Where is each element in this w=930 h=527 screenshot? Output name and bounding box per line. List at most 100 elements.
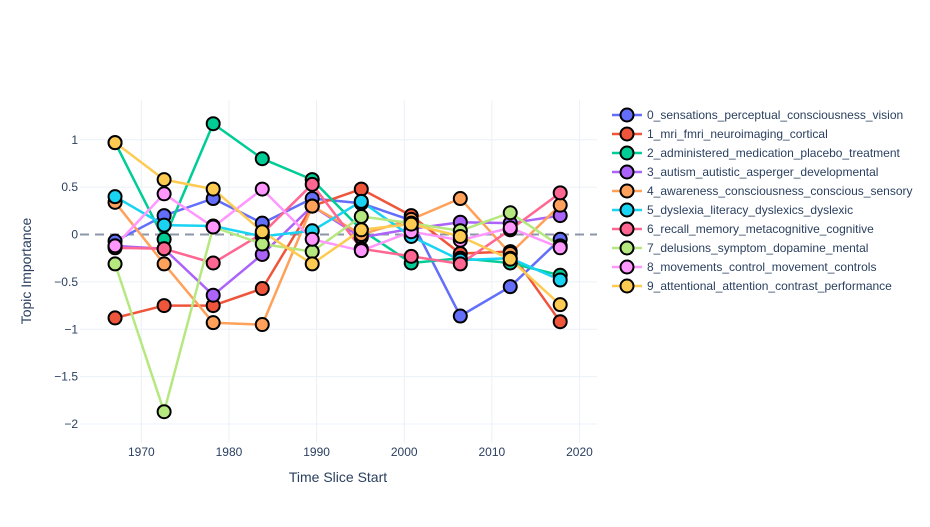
- legend-item[interactable]: 2_administered_medication_placebo_treatm…: [612, 145, 900, 161]
- data-point: [205, 181, 221, 197]
- legend-label: 3_autism_autistic_asperger_developmental: [647, 165, 878, 179]
- legend-item[interactable]: 8_movements_control_movement_controls: [612, 259, 876, 275]
- data-point: [107, 189, 123, 205]
- x-tick-label: 2010: [478, 445, 505, 459]
- data-point: [403, 248, 419, 264]
- y-tick-label: −0.5: [54, 275, 78, 289]
- data-point: [205, 315, 221, 331]
- data-point: [552, 297, 568, 313]
- series-line-1_mri_fmri_neuroimaging_cortical: [114, 187, 562, 323]
- data-point: [304, 198, 320, 214]
- legend-label: 1_mri_fmri_neuroimaging_cortical: [647, 127, 828, 141]
- data-point: [156, 298, 172, 314]
- y-tick-label: −1.5: [54, 370, 78, 384]
- data-point: [156, 186, 172, 202]
- data-point: [353, 193, 369, 209]
- legend-marker: [619, 221, 635, 237]
- series-line-7_delusions_symptom_dopamine_mental: [113, 211, 561, 413]
- legend-marker: [619, 145, 635, 161]
- legend-marker: [619, 278, 635, 294]
- legend-item[interactable]: 5_dyslexia_literacy_dyslexics_dyslexic: [612, 202, 853, 218]
- data-point: [156, 404, 172, 420]
- data-point: [254, 151, 270, 167]
- data-point: [304, 256, 320, 272]
- legend-marker: [619, 126, 635, 142]
- data-point: [156, 172, 172, 188]
- x-tick-label: 1970: [128, 445, 155, 459]
- data-point: [353, 209, 369, 225]
- legend-marker: [619, 107, 635, 123]
- data-point: [552, 272, 568, 288]
- data-point: [304, 244, 320, 260]
- legend-item[interactable]: 7_delusions_symptom_dopamine_mental: [612, 240, 868, 256]
- legend-marker: [619, 240, 635, 256]
- data-point: [502, 205, 518, 221]
- data-point: [254, 236, 270, 252]
- legend-label: 6_recall_memory_metacognitive_cognitive: [647, 222, 874, 236]
- y-tick-label: −1: [64, 322, 78, 336]
- data-point: [304, 231, 320, 247]
- legend-label: 7_delusions_symptom_dopamine_mental: [647, 241, 868, 255]
- legend-item[interactable]: 9_attentional_attention_contrast_perform…: [612, 278, 892, 294]
- y-tick-label: −2: [64, 417, 78, 431]
- data-point: [552, 185, 568, 201]
- legend-item[interactable]: 4_awareness_consciousness_conscious_sens…: [612, 183, 913, 199]
- grid-layer: [80, 100, 597, 443]
- data-point: [452, 308, 468, 324]
- data-point: [107, 135, 123, 151]
- legend-marker: [619, 202, 635, 218]
- data-point: [205, 116, 221, 132]
- x-tick-label: 1990: [303, 445, 330, 459]
- legend-item[interactable]: 1_mri_fmri_neuroimaging_cortical: [612, 126, 828, 142]
- data-point: [254, 317, 270, 333]
- legend-label: 5_dyslexia_literacy_dyslexics_dyslexic: [647, 203, 853, 217]
- data-point: [254, 181, 270, 197]
- legend-label: 4_awareness_consciousness_conscious_sens…: [647, 184, 913, 198]
- legend-label: 0_sensations_perceptual_consciousness_vi…: [647, 108, 903, 122]
- data-point: [552, 197, 568, 213]
- legend-label: 8_movements_control_movement_controls: [647, 260, 876, 274]
- series-line-9_attentional_attention_contrast_performance: [114, 141, 562, 306]
- data-point: [205, 219, 221, 235]
- data-point: [205, 287, 221, 303]
- data-point: [107, 256, 123, 272]
- x-tick-label: 1980: [216, 445, 243, 459]
- y-tick-label: 0: [71, 228, 78, 242]
- legend-marker: [619, 164, 635, 180]
- legend-item[interactable]: 3_autism_autistic_asperger_developmental: [612, 164, 878, 180]
- data-point: [452, 228, 468, 244]
- legend-marker: [619, 259, 635, 275]
- data-point: [353, 222, 369, 238]
- series-layer: [107, 116, 568, 420]
- data-point: [304, 176, 320, 192]
- data-point: [452, 191, 468, 207]
- legend-label: 9_attentional_attention_contrast_perform…: [647, 279, 892, 293]
- x-tick-label: 2020: [566, 445, 593, 459]
- data-point: [452, 256, 468, 272]
- data-point: [353, 243, 369, 259]
- data-point: [156, 217, 172, 233]
- legend-item[interactable]: 6_recall_memory_metacognitive_cognitive: [612, 221, 874, 237]
- x-axis-title: Time Slice Start: [289, 469, 387, 485]
- series-line-4_awareness_consciousness_conscious_sensory: [114, 197, 562, 326]
- y-tick-label: 0.5: [61, 180, 78, 194]
- y-axis-title: Topic Importance: [18, 217, 34, 324]
- series-line-8_movements_control_movement_controls: [114, 187, 561, 252]
- legend-item[interactable]: 0_sensations_perceptual_consciousness_vi…: [612, 107, 903, 123]
- data-point: [156, 241, 172, 257]
- tick-layer: 1970 1980 1990 2000 2010 2020 1 0.5 0 −0.5 −1 −1.5 −…: [54, 133, 593, 459]
- data-point: [254, 224, 270, 240]
- data-point: [156, 256, 172, 272]
- data-point: [403, 216, 419, 232]
- x-tick-label: 2000: [391, 445, 418, 459]
- data-point: [552, 314, 568, 330]
- series-line-2_administered_medication_placebo_treatment: [113, 122, 561, 277]
- data-point: [205, 255, 221, 271]
- series-line-0_sensations_perceptual_consciousness_vision: [114, 197, 562, 318]
- legend[interactable]: 0_sensations_perceptual_consciousness_vi…: [612, 107, 913, 294]
- y-tick-label: 1: [71, 133, 78, 147]
- data-point: [502, 220, 518, 236]
- data-point: [107, 310, 123, 326]
